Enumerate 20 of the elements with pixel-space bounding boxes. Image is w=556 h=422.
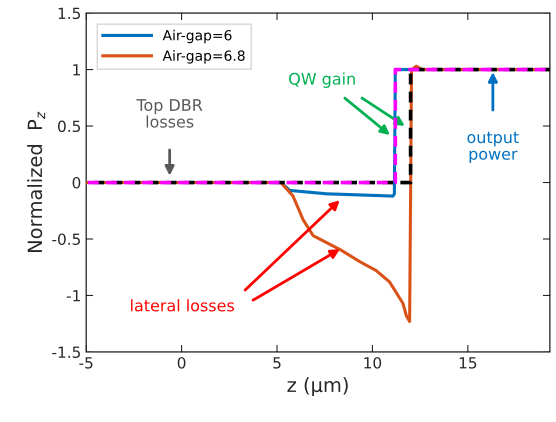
x-tick-label: -5 (79, 357, 92, 369)
y-tick-label: 1 (73, 64, 80, 76)
annotation: lateral losses (131, 299, 234, 312)
x-axis-title: z (μm) (287, 377, 348, 396)
y-tick-label: -1 (66, 290, 80, 302)
annotation: Top DBR losses (136, 99, 202, 128)
x-tick-label: 0 (178, 357, 186, 369)
y-tick-label: 1.5 (58, 8, 80, 20)
x-tick-label: 5 (273, 357, 281, 369)
legend-label: Air-gap=6 (162, 30, 232, 44)
annotation: QW gain (289, 72, 355, 88)
annotation: output power (467, 132, 519, 163)
y-tick-label: 0 (72, 176, 80, 189)
y-tick-label: -0.5 (52, 233, 80, 246)
y-tick-label: 0.5 (58, 120, 80, 132)
x-tick-label: 10 (364, 357, 382, 369)
y-axis-title: Normalized P$_{z}$ (27, 112, 46, 252)
legend-label: Air-gap=6.8 (162, 50, 245, 64)
x-tick-label: 15 (460, 357, 476, 369)
y-tick-label: -1.5 (52, 346, 80, 358)
